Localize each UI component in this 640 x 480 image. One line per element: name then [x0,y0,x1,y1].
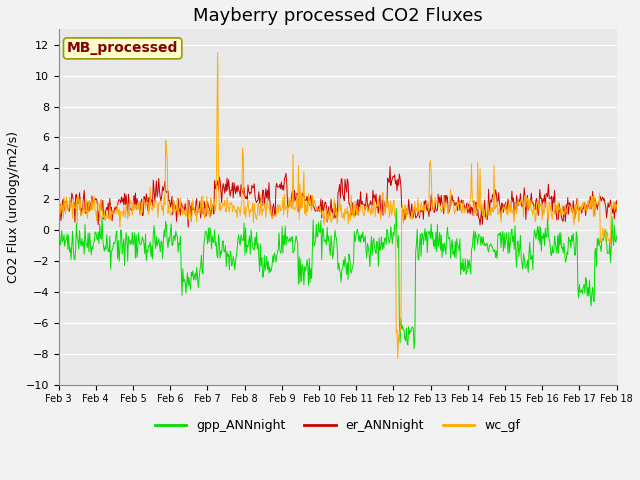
Y-axis label: CO2 Flux (urology/m2/s): CO2 Flux (urology/m2/s) [7,131,20,283]
Title: Mayberry processed CO2 Fluxes: Mayberry processed CO2 Fluxes [193,7,483,25]
Text: MB_processed: MB_processed [67,41,179,55]
Legend: gpp_ANNnight, er_ANNnight, wc_gf: gpp_ANNnight, er_ANNnight, wc_gf [150,414,525,437]
